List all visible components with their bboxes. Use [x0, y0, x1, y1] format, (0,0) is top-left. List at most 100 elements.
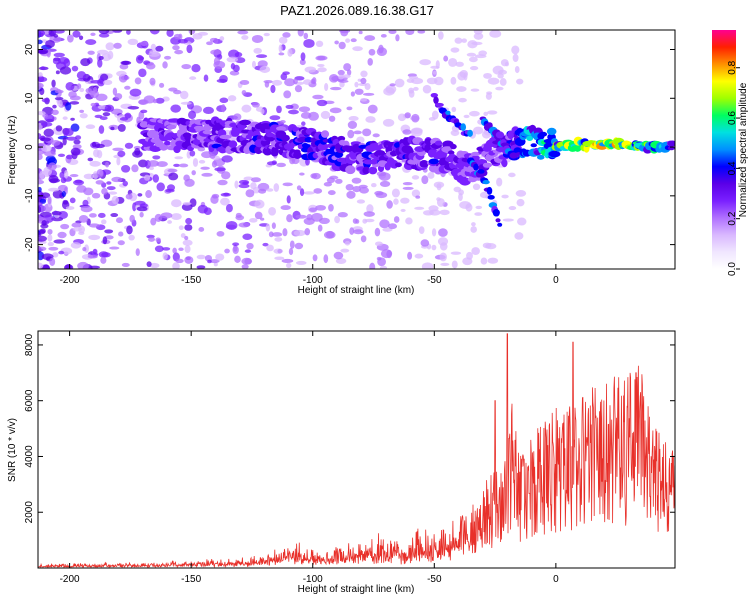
- spectrogram-speckle: [100, 256, 107, 264]
- spectrogram-speckle: [219, 36, 225, 41]
- spectrogram-speckle: [53, 52, 65, 58]
- spectrogram-speckle: [324, 82, 329, 92]
- spectrogram-speckle: [367, 58, 373, 66]
- spectrogram-speckle: [89, 160, 101, 167]
- spectrogram-speckle: [45, 40, 55, 48]
- spectrogram-speckle: [368, 48, 376, 56]
- spectrogram-track-blob: [492, 209, 500, 217]
- spectrogram-speckle: [48, 175, 59, 184]
- spectrogram-ridge-blob: [275, 126, 287, 131]
- spectrogram-speckle: [181, 63, 192, 70]
- spectrogram-speckle: [362, 128, 372, 137]
- spectrogram-ridge-blob: [184, 135, 191, 141]
- spectrogram-speckle: [51, 79, 56, 88]
- spectrogram-speckle: [352, 186, 361, 193]
- spectrogram-speckle: [451, 260, 458, 269]
- spectrogram-speckle: [162, 252, 168, 260]
- spectrogram-speckle: [104, 235, 114, 240]
- spectrogram-speckle: [136, 206, 148, 212]
- spectrogram-ridge-blob: [239, 119, 251, 126]
- colorbar-scale: [712, 30, 736, 269]
- spectrogram-track-blob: [430, 92, 439, 98]
- spectrogram-speckle: [102, 236, 108, 245]
- spectrogram-speckle: [125, 193, 133, 200]
- snr-x-label: Height of straight line (km): [298, 584, 415, 595]
- spectrogram-y-tick-label: 10: [24, 92, 35, 104]
- spectrogram-speckle: [104, 229, 114, 234]
- spectrogram-speckle: [320, 110, 331, 120]
- spectrogram-speckle: [346, 106, 353, 111]
- spectrogram-speckle: [38, 30, 46, 37]
- spectrogram-speckle: [374, 227, 381, 237]
- spectrogram-speckle: [282, 32, 291, 38]
- spectrogram-ridge-blob: [352, 143, 361, 151]
- spectrogram-speckle: [514, 66, 520, 74]
- spectrogram-speckle: [183, 174, 190, 182]
- spectrogram-speckle: [90, 80, 102, 84]
- spectrogram-speckle: [53, 239, 66, 244]
- spectrogram-speckle: [338, 79, 349, 83]
- spectrogram-speckle: [251, 34, 264, 43]
- spectrogram-speckle: [78, 215, 89, 223]
- spectrogram-speckle: [38, 231, 42, 237]
- spectrogram-speckle: [62, 116, 68, 120]
- spectrogram-speckle: [65, 82, 75, 91]
- spectrogram-speckle: [303, 79, 313, 85]
- spectrogram-speckle: [245, 189, 255, 198]
- spectrogram-speckle: [150, 43, 157, 52]
- spectrogram-speckle: [214, 167, 226, 172]
- spectrogram-speckle: [149, 262, 160, 269]
- spectrogram-speckle: [469, 65, 479, 71]
- spectrogram-speckle: [498, 69, 507, 75]
- spectrogram-speckle: [152, 155, 161, 160]
- spectrogram-speckle: [212, 194, 218, 199]
- spectrogram-speckle: [420, 239, 430, 247]
- spectrogram-speckle: [219, 74, 228, 83]
- spectrogram-speckle: [186, 44, 193, 54]
- spectrogram-speckle: [41, 145, 52, 152]
- spectrogram-speckle: [283, 90, 292, 99]
- spectrogram-speckle: [182, 239, 193, 246]
- spectrogram-speckle: [78, 35, 84, 41]
- spectrogram-track-blob: [434, 102, 444, 107]
- spectrogram-speckle: [376, 171, 387, 177]
- spectrogram-speckle: [379, 180, 391, 188]
- spectrogram-ridge-blob: [450, 143, 457, 150]
- spectrogram-speckle: [148, 51, 160, 57]
- spectrogram-speckle: [227, 95, 237, 102]
- spectrogram-speckle: [517, 217, 527, 226]
- spectrogram-speckle: [38, 110, 46, 116]
- spectrogram-speckle: [478, 50, 488, 56]
- spectrogram-speckle: [111, 195, 119, 205]
- spectrogram-speckle: [51, 109, 59, 116]
- spectrogram-speckle: [270, 84, 276, 94]
- colorbar-tick-label: 0.2: [727, 211, 738, 225]
- spectrogram-speckle: [109, 246, 120, 250]
- spectrogram-speckle: [72, 226, 83, 232]
- spectrogram-speckle: [184, 245, 191, 253]
- spectrogram-speckle: [172, 45, 180, 51]
- spectrogram-speckle: [233, 113, 242, 121]
- spectrogram-speckle: [262, 242, 269, 247]
- spectrogram-speckle: [104, 104, 115, 113]
- spectrogram-speckle: [285, 104, 294, 110]
- spectrogram-speckle: [288, 109, 299, 115]
- spectrogram-speckle: [364, 218, 375, 223]
- spectrogram-speckle: [347, 120, 358, 129]
- spectrogram-speckle: [116, 70, 127, 77]
- spectrogram-speckle: [41, 98, 50, 103]
- spectrogram-speckle: [93, 86, 98, 92]
- spectrogram-speckle: [101, 187, 108, 195]
- spectrogram-ridge-blob: [368, 166, 378, 175]
- spectrogram-speckle: [365, 116, 376, 123]
- spectrogram-speckle: [362, 92, 375, 96]
- spectrogram-speckle: [411, 189, 421, 198]
- spectrogram-speckle: [191, 64, 201, 73]
- spectrogram-speckle: [393, 198, 399, 205]
- spectrogram-y-label: Frequency (Hz): [7, 116, 18, 185]
- spectrogram-speckle: [343, 63, 352, 72]
- spectrogram-speckle: [411, 127, 423, 134]
- spectrogram-speckle: [207, 259, 212, 264]
- spectrogram-speckle: [266, 161, 277, 166]
- spectrogram-speckle: [221, 171, 231, 180]
